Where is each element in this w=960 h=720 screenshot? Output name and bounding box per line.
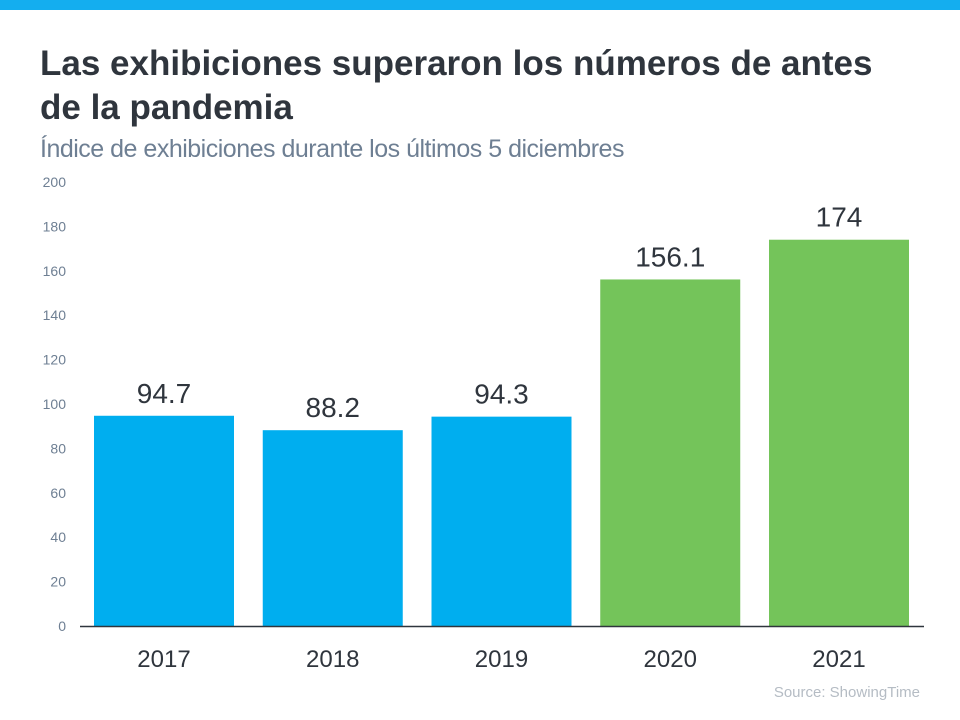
source-note: Source: ShowingTime (773, 684, 920, 701)
y-tick-label: 60 (50, 485, 66, 501)
data-label: 94.3 (474, 379, 529, 410)
data-label: 88.2 (306, 392, 361, 423)
y-tick-label: 0 (58, 618, 66, 634)
bar-2019 (431, 416, 572, 626)
y-tick-label: 180 (43, 218, 67, 234)
y-tick-label: 140 (43, 307, 67, 323)
bar-2018 (262, 430, 403, 626)
bar-2017 (94, 415, 234, 626)
data-label: 94.7 (137, 378, 192, 409)
y-tick-label: 160 (43, 263, 67, 279)
top-accent-bar (0, 0, 960, 10)
chart-subtitle: Índice de exhibiciones durante los últim… (40, 135, 624, 163)
data-label: 174 (816, 202, 863, 233)
x-tick-label: 2017 (137, 646, 190, 673)
y-tick-label: 40 (50, 529, 66, 545)
chart-title: Las exhibiciones superaron los números d… (40, 44, 873, 127)
bar-2020 (600, 279, 741, 626)
bar-2021 (769, 239, 909, 626)
y-tick-label: 80 (50, 440, 66, 456)
y-tick-label: 120 (43, 352, 67, 368)
x-tick-label: 2021 (812, 646, 865, 673)
data-label: 156.1 (635, 241, 705, 272)
y-tick-label: 100 (43, 396, 67, 412)
y-tick-label: 20 (50, 574, 66, 590)
x-tick-label: 2019 (475, 646, 528, 673)
x-tick-label: 2020 (644, 646, 697, 673)
y-tick-label: 200 (43, 174, 67, 190)
x-tick-label: 2018 (306, 646, 359, 673)
